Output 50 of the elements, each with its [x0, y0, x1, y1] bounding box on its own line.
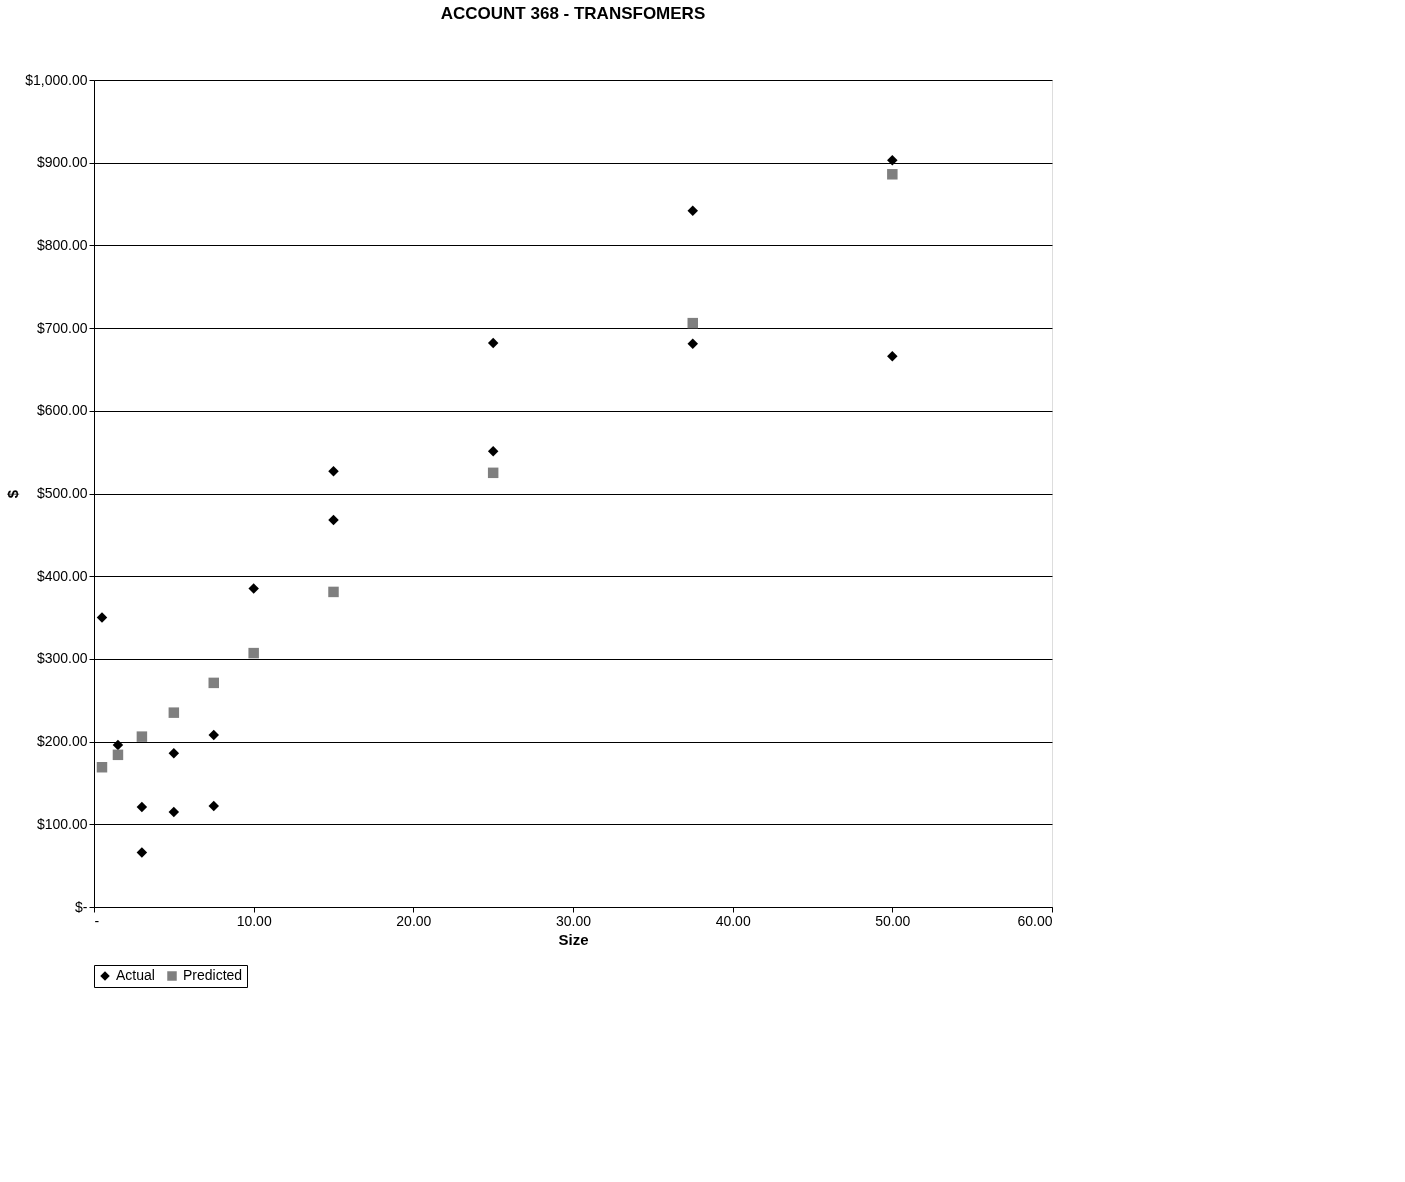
point — [328, 586, 339, 598]
point — [136, 847, 148, 858]
y-tick-label: $500.00 — [36, 485, 88, 501]
legend-label: Actual — [116, 967, 155, 983]
y-tick-label: $700.00 — [36, 319, 88, 336]
y-axis-title: $ — [4, 489, 22, 499]
x-tick-label: 50.00 — [875, 912, 911, 929]
x-axis-title: Size — [558, 930, 589, 948]
point — [168, 806, 180, 818]
point — [487, 337, 499, 349]
point — [687, 205, 698, 216]
y-tick-label: $1,000.00 — [25, 71, 88, 88]
chart-title: ACCOUNT 368 - TRANSFOMERS — [440, 4, 706, 23]
point — [887, 154, 898, 166]
y-tick-label: $100.00 — [36, 815, 88, 832]
point — [328, 465, 339, 477]
y-tick-label: $300.00 — [36, 650, 88, 667]
x-tick-label: 20.00 — [396, 912, 432, 929]
y-tick-label: $400.00 — [36, 567, 88, 584]
point — [487, 467, 499, 479]
x-tick-label: 10.00 — [236, 912, 272, 929]
point — [168, 707, 180, 718]
point — [687, 317, 698, 329]
x-tick-label: 30.00 — [555, 912, 592, 929]
point — [687, 338, 698, 350]
point — [328, 514, 339, 526]
x-tick-label: - — [94, 912, 100, 929]
point — [136, 801, 148, 813]
y-tick-label: $800.00 — [36, 236, 88, 253]
point — [112, 739, 124, 751]
point — [208, 729, 219, 741]
point — [112, 749, 124, 761]
y-tick-label: $200.00 — [36, 733, 88, 750]
point — [887, 169, 898, 180]
point — [487, 446, 499, 457]
point — [248, 647, 259, 659]
point — [168, 747, 180, 759]
x-tick-label: 40.00 — [715, 912, 751, 929]
x-tick-label: 60.00 — [1017, 912, 1053, 929]
point — [96, 761, 108, 773]
y-tick-label: $- — [75, 898, 88, 915]
point — [136, 731, 148, 742]
legend-label: Predicted — [183, 967, 243, 983]
point — [887, 350, 898, 362]
y-tick-label: $600.00 — [36, 402, 88, 419]
point — [208, 800, 219, 812]
y-tick-label: $900.00 — [36, 154, 88, 171]
point — [248, 583, 259, 594]
point — [208, 677, 219, 689]
point — [96, 612, 108, 623]
